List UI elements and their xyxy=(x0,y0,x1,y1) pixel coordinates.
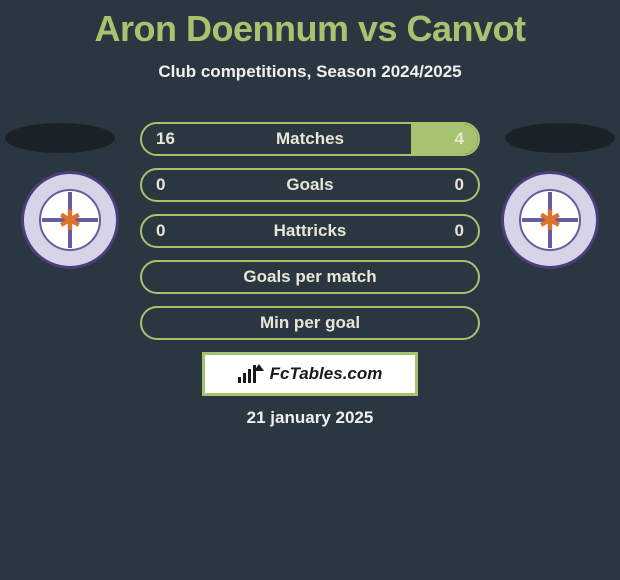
stat-label: Goals xyxy=(142,175,478,195)
stat-value-left: 0 xyxy=(156,221,165,241)
fctables-label: FcTables.com xyxy=(270,364,383,384)
stat-bar: Min per goal xyxy=(140,306,480,340)
stat-value-right: 0 xyxy=(455,175,464,195)
stat-bar: Hattricks0 0 xyxy=(140,214,480,248)
stat-value-right: 4 xyxy=(455,129,464,149)
subtitle: Club competitions, Season 2024/2025 xyxy=(0,62,620,82)
player-shadow-left xyxy=(5,123,115,153)
page-title: Aron Doennum vs Canvot xyxy=(0,0,620,50)
stat-label: Goals per match xyxy=(142,267,478,287)
stat-value-right: 0 xyxy=(455,221,464,241)
stat-value-left: 0 xyxy=(156,175,165,195)
stat-label: Matches xyxy=(142,129,478,149)
player-shadow-right xyxy=(505,123,615,153)
club-badge-left: ✱ xyxy=(21,171,119,269)
stat-bar: Matches16 4 xyxy=(140,122,480,156)
stat-value-left: 16 xyxy=(156,129,175,149)
chart-icon xyxy=(238,365,264,383)
stat-label: Min per goal xyxy=(142,313,478,333)
stat-bar: Goals per match xyxy=(140,260,480,294)
stat-label: Hattricks xyxy=(142,221,478,241)
date-label: 21 january 2025 xyxy=(0,408,620,428)
club-badge-right: ✱ xyxy=(501,171,599,269)
fctables-watermark: FcTables.com xyxy=(202,352,418,396)
stat-bar: Goals0 0 xyxy=(140,168,480,202)
comparison-bars: Matches164Goals00Hattricks00Goals per ma… xyxy=(140,122,480,352)
